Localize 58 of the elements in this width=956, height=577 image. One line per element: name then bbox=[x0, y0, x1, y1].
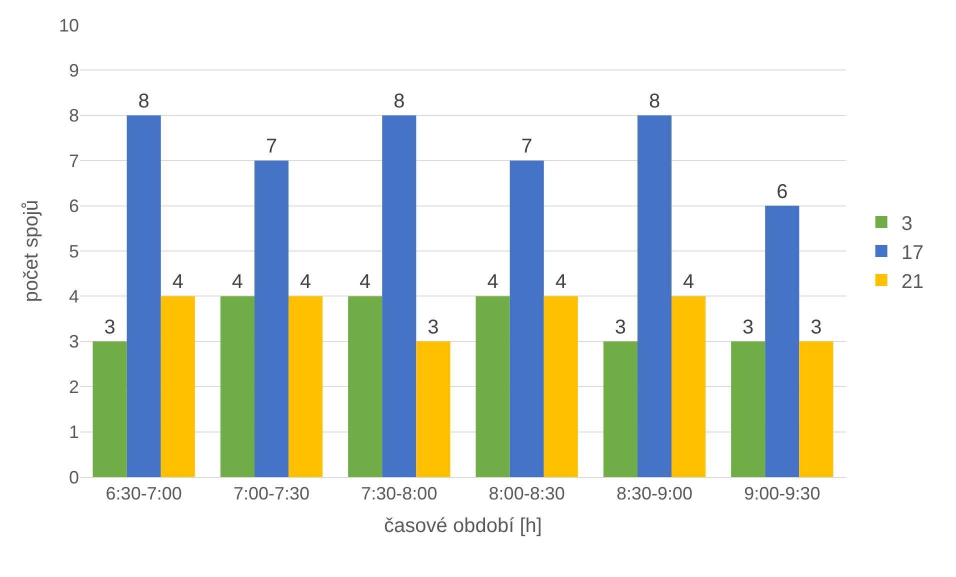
data-label: 3 bbox=[742, 316, 754, 338]
bar bbox=[544, 296, 578, 477]
data-label: 8 bbox=[138, 90, 150, 112]
data-label: 4 bbox=[682, 271, 694, 294]
y-tick-label: 0 bbox=[68, 467, 79, 488]
x-tick-label: 8:00-8:30 bbox=[488, 484, 565, 504]
y-tick-label: 4 bbox=[68, 286, 79, 306]
data-label: 7 bbox=[521, 136, 532, 158]
y-tick-label: 5 bbox=[68, 241, 79, 262]
bar bbox=[799, 341, 834, 477]
x-tick-label: 7:30-8:00 bbox=[361, 484, 438, 504]
data-label: 3 bbox=[428, 316, 439, 338]
bar bbox=[160, 296, 195, 477]
x-tick-label: 7:00-7:30 bbox=[233, 484, 310, 504]
x-tick-label: 8:30-9:00 bbox=[616, 484, 693, 504]
legend-label: 3 bbox=[901, 212, 912, 235]
data-label: 6 bbox=[776, 180, 788, 203]
bar bbox=[765, 206, 800, 477]
x-tick-label: 6:30-7:00 bbox=[106, 484, 182, 504]
bar bbox=[603, 341, 638, 477]
bar bbox=[126, 115, 161, 477]
bar bbox=[476, 296, 510, 477]
y-tick-label: 3 bbox=[68, 332, 79, 352]
y-tick-label: 1 bbox=[68, 422, 79, 442]
bar bbox=[254, 160, 289, 477]
x-axis-title: časové období [h] bbox=[384, 515, 542, 538]
data-label: 3 bbox=[810, 316, 822, 338]
bar bbox=[288, 296, 323, 477]
data-label: 4 bbox=[232, 271, 244, 294]
x-tick-label: 9:00-9:30 bbox=[744, 484, 820, 504]
bar bbox=[220, 296, 254, 477]
data-label: 4 bbox=[360, 271, 371, 294]
bar bbox=[672, 296, 706, 477]
bar bbox=[382, 115, 416, 477]
y-tick-label: 6 bbox=[68, 196, 79, 216]
bar bbox=[731, 341, 766, 477]
data-label: 8 bbox=[648, 90, 660, 112]
bar bbox=[637, 115, 672, 477]
legend-label: 21 bbox=[901, 270, 924, 293]
bar bbox=[416, 341, 450, 477]
bar bbox=[92, 341, 127, 477]
data-label: 3 bbox=[614, 316, 626, 338]
data-label: 4 bbox=[172, 271, 184, 294]
data-label: 8 bbox=[394, 90, 405, 112]
y-tick-label: 8 bbox=[68, 106, 79, 126]
data-label: 7 bbox=[266, 136, 278, 158]
y-axis-title: počet spojů bbox=[20, 200, 42, 302]
bar bbox=[510, 160, 544, 477]
y-tick-label: 10 bbox=[58, 15, 79, 36]
bar bbox=[348, 296, 382, 477]
y-tick-label: 7 bbox=[68, 150, 79, 171]
y-tick-label: 2 bbox=[68, 376, 79, 397]
legend-label: 17 bbox=[901, 242, 924, 264]
data-label: 4 bbox=[300, 271, 312, 294]
data-label: 4 bbox=[555, 271, 566, 294]
y-tick-label: 9 bbox=[68, 60, 79, 80]
data-label: 4 bbox=[487, 271, 498, 294]
data-label: 3 bbox=[104, 316, 116, 338]
